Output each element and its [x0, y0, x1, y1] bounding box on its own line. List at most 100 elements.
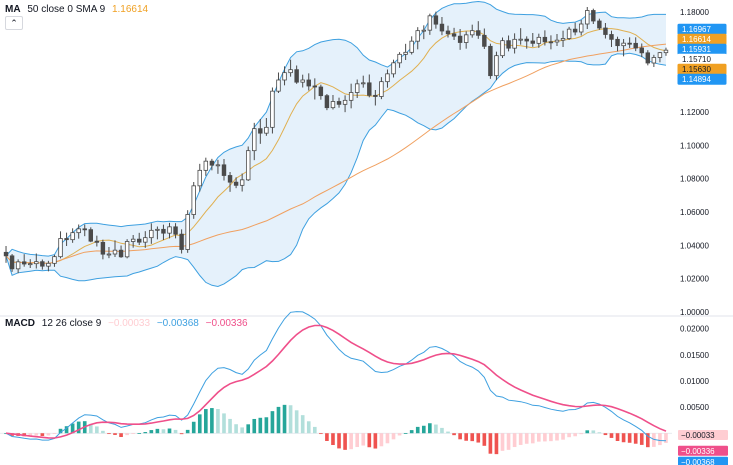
candle-body: [512, 38, 517, 49]
macd-histogram-bar: [615, 433, 620, 441]
candle: [288, 59, 293, 77]
macd-histogram-bar: [95, 426, 99, 434]
candle: [354, 79, 360, 98]
candle-body: [167, 226, 172, 234]
candle: [336, 97, 342, 108]
candle-body: [221, 164, 227, 176]
macd-histogram-bar: [246, 424, 251, 434]
macd-histogram-bar: [367, 433, 372, 448]
candle: [506, 35, 511, 52]
candle-body: [155, 228, 160, 231]
macd-histogram-bar: [276, 406, 281, 434]
macd-histogram-bar: [434, 424, 438, 434]
candle: [391, 59, 396, 78]
macd-value-label-text: −0.00336: [681, 447, 715, 456]
candle-body: [34, 261, 39, 265]
candle: [457, 29, 463, 50]
macd-histogram-bar: [482, 433, 487, 446]
candle-body: [451, 33, 457, 37]
candle: [306, 73, 311, 91]
macd-histogram-bar: [264, 417, 269, 434]
macd-histogram-bar: [494, 433, 499, 455]
macd-histogram-bar: [294, 410, 299, 434]
candle: [633, 37, 638, 52]
candle: [70, 228, 75, 243]
main-legend-value: 1.16614: [111, 4, 149, 15]
price-label-text: 1.16614: [682, 35, 711, 44]
candle: [15, 259, 21, 274]
candle: [264, 118, 269, 136]
macd-histogram-bar: [107, 433, 111, 435]
candle: [427, 13, 433, 35]
candle-body: [609, 34, 614, 40]
candle-body: [312, 85, 318, 88]
candle-body: [173, 226, 178, 235]
candle: [421, 25, 427, 40]
candle-body: [621, 42, 626, 47]
candle: [324, 94, 330, 111]
macd-value-label: −0.00368: [678, 456, 728, 465]
macd-histogram-bar: [185, 429, 190, 434]
macd-legend-macd-value: −0.00368: [156, 318, 199, 329]
candle-body: [409, 40, 414, 53]
macd-histogram-bar: [555, 433, 559, 441]
candle-body: [627, 42, 632, 45]
macd-histogram-bar: [40, 433, 45, 436]
macd-value-label-text: −0.00368: [681, 458, 715, 465]
candle-body: [560, 38, 566, 41]
macd-histogram-bar: [197, 414, 202, 434]
candle: [433, 11, 439, 29]
candle: [88, 227, 94, 243]
candle-body: [9, 255, 15, 270]
chevron-up-icon[interactable]: ⌃: [5, 16, 23, 30]
macd-histogram-bar: [440, 427, 444, 434]
candle: [403, 43, 408, 60]
candle: [500, 37, 505, 58]
candle-body: [40, 261, 45, 267]
candle-body: [288, 69, 293, 74]
price-tick-label: 1.02000: [680, 275, 709, 284]
candle-body: [94, 240, 100, 243]
candle-body: [58, 238, 63, 258]
macd-legend[interactable]: MACD 12 26 close 9 −0.00033 −0.00368 −0.…: [5, 318, 252, 329]
candle-body: [585, 10, 590, 25]
macd-histogram-bar: [343, 433, 347, 450]
macd-signal-line: [5, 324, 667, 439]
candle-body: [373, 94, 378, 97]
price-label: 1.15710: [677, 53, 727, 65]
macd-histogram-bar: [64, 426, 69, 434]
main-legend[interactable]: MA 50 close 0 SMA 9 1.16614: [5, 4, 152, 15]
candle-body: [542, 36, 548, 43]
macd-legend-name: MACD: [5, 318, 35, 329]
candle: [40, 259, 45, 270]
price-tick-label: 1.06000: [680, 208, 709, 217]
candle: [566, 26, 572, 40]
candle: [209, 158, 215, 171]
candle-body: [572, 28, 578, 33]
candle: [657, 52, 663, 63]
candle-body: [348, 92, 354, 101]
candle: [463, 31, 469, 49]
macd-histogram-bar: [300, 415, 305, 434]
candle-body: [566, 28, 572, 39]
candle: [112, 240, 118, 257]
candle: [143, 231, 148, 248]
candle-body: [354, 83, 360, 93]
candle-body: [112, 249, 118, 255]
macd-histogram-bar: [113, 433, 117, 435]
price-tick-label: 1.00000: [680, 308, 709, 317]
candle-body: [597, 20, 602, 29]
candle-body: [239, 179, 245, 186]
macd-histogram-bar: [603, 433, 608, 436]
candle-body: [645, 52, 651, 64]
macd-histogram-bar: [591, 430, 596, 434]
macd-histogram-bar: [549, 433, 553, 442]
candle-body: [106, 253, 112, 256]
macd-histogram-bar: [349, 433, 353, 450]
macd-histogram-bar: [88, 423, 93, 434]
macd-histogram-bar: [421, 425, 426, 434]
candle-body: [457, 35, 463, 43]
macd-histogram-bar: [428, 423, 432, 434]
candle: [597, 18, 602, 30]
